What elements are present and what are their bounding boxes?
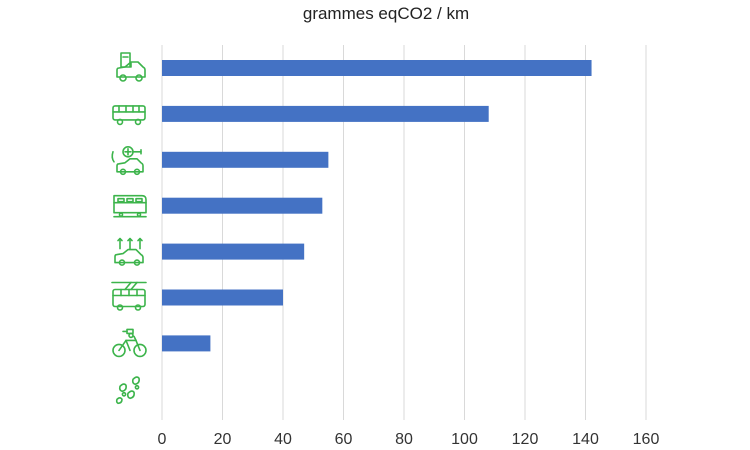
bar-car	[162, 60, 592, 76]
chart-title: grammes eqCO2 / km	[303, 4, 469, 23]
car-icon	[116, 52, 146, 82]
walking-icon	[115, 376, 140, 405]
x-tick-label-60: 60	[335, 431, 353, 448]
carpool-icon	[114, 237, 144, 266]
bar-carpool	[162, 243, 305, 260]
x-tick-label-20: 20	[214, 431, 232, 448]
x-tick-label-80: 80	[395, 431, 413, 448]
grid-lines	[161, 45, 647, 420]
electric-bike-icon	[112, 328, 147, 358]
x-tick-label-0: 0	[158, 431, 167, 448]
trolleybus-icon	[111, 281, 147, 311]
x-tick-label-120: 120	[512, 431, 539, 448]
electric-car-icon	[111, 146, 144, 176]
bar-train	[162, 197, 323, 214]
bar-electric-bike	[162, 335, 211, 352]
train-icon	[113, 194, 147, 218]
bar-electric-car	[162, 151, 329, 168]
x-axis-ticks: 0 20 40 60 80 100 120 140 160	[158, 431, 660, 448]
x-tick-label-100: 100	[451, 431, 478, 448]
bar-trolleybus	[162, 289, 283, 306]
x-tick-label-160: 160	[633, 431, 660, 448]
bus-icon	[112, 105, 146, 126]
category-icons	[111, 52, 147, 405]
bar-bus	[162, 105, 489, 122]
bars	[162, 60, 592, 352]
x-tick-label-40: 40	[274, 431, 292, 448]
x-tick-label-140: 140	[572, 431, 599, 448]
